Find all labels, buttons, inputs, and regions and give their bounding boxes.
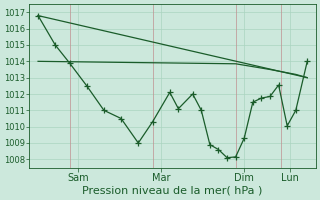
X-axis label: Pression niveau de la mer( hPa ): Pression niveau de la mer( hPa ): [83, 186, 263, 196]
